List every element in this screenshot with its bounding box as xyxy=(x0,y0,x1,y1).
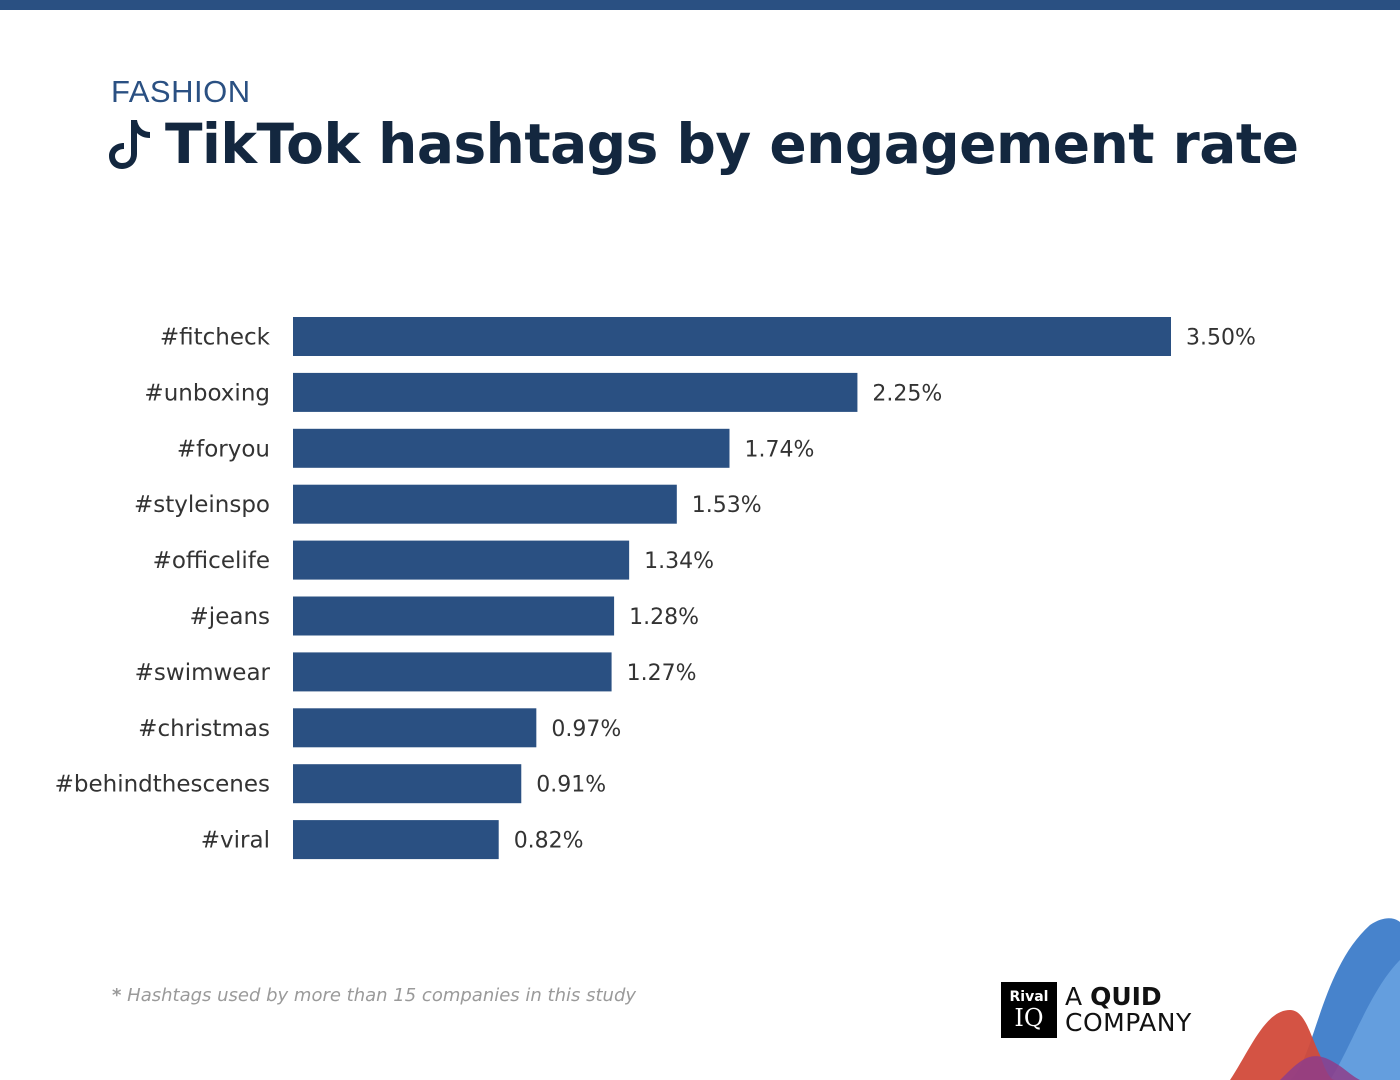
value-label-viral: 0.82% xyxy=(514,829,584,854)
brand-tagline: A QUID COMPANY xyxy=(1065,984,1192,1036)
bar-foryou xyxy=(293,428,730,468)
category-label-styleinspo: #styleinspo xyxy=(134,492,270,518)
footnote-star: * xyxy=(112,985,122,1006)
category-label-foryou: #foryou xyxy=(177,436,270,462)
logo-rival-text: Rival xyxy=(1009,989,1049,1005)
category-label: FASHION xyxy=(111,74,251,109)
footnote: * Hashtags used by more than 15 companie… xyxy=(112,985,636,1006)
top-accent-bar xyxy=(0,0,1400,10)
value-label-christmas: 0.97% xyxy=(551,717,621,742)
page-title: TikTok hashtags by engagement rate xyxy=(165,112,1299,176)
value-label-foryou: 1.74% xyxy=(744,437,814,462)
brand-line-1-b: QUID xyxy=(1090,982,1162,1011)
value-label-behindthescenes: 0.91% xyxy=(536,773,606,798)
category-label-jeans: #jeans xyxy=(190,604,270,630)
value-label-jeans: 1.28% xyxy=(629,605,699,630)
category-label-behindthescenes: #behindthescenes xyxy=(55,772,270,798)
bar-styleinspo xyxy=(293,484,677,524)
brand-line-1-a: A xyxy=(1065,982,1083,1011)
bar-christmas xyxy=(293,708,537,748)
category-label-christmas: #christmas xyxy=(138,716,270,742)
footnote-text: Hashtags used by more than 15 companies … xyxy=(127,985,637,1006)
bar-officelife xyxy=(293,540,630,580)
bar-behindthescenes xyxy=(293,764,522,804)
decorative-waves xyxy=(1230,918,1400,1080)
bar-jeans xyxy=(293,596,615,636)
category-label-officelife: #officelife xyxy=(153,548,270,574)
rival-iq-logo: Rival IQ xyxy=(1001,982,1057,1038)
category-label-fitcheck: #fitcheck xyxy=(160,325,271,351)
brand-line-1: A QUID xyxy=(1065,984,1192,1010)
tiktok-icon xyxy=(109,120,150,169)
value-label-fitcheck: 3.50% xyxy=(1186,326,1256,351)
category-label-unboxing: #unboxing xyxy=(144,380,270,406)
value-label-swimwear: 1.27% xyxy=(627,661,697,686)
title-row: TikTok hashtags by engagement rate xyxy=(107,112,1299,176)
logo-iq-text: IQ xyxy=(1014,1004,1044,1032)
brand-block: Rival IQ A QUID COMPANY xyxy=(1001,982,1192,1038)
category-label-swimwear: #swimwear xyxy=(135,660,271,686)
bar-viral xyxy=(293,820,499,860)
category-label-viral: #viral xyxy=(201,828,270,854)
value-label-officelife: 1.34% xyxy=(644,549,714,574)
bar-unboxing xyxy=(293,372,858,412)
brand-line-2: COMPANY xyxy=(1065,1008,1192,1037)
bar-fitcheck xyxy=(293,317,1171,356)
value-label-unboxing: 2.25% xyxy=(872,381,942,406)
bar-swimwear xyxy=(293,652,612,692)
value-label-styleinspo: 1.53% xyxy=(692,493,762,518)
